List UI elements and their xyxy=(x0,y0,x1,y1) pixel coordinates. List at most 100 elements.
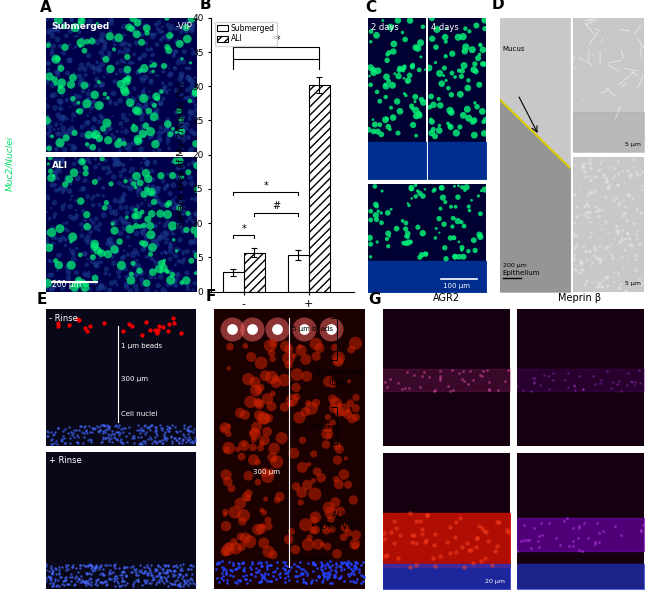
Point xyxy=(78,158,88,168)
Point xyxy=(458,367,469,376)
Point xyxy=(439,243,450,252)
Point xyxy=(64,320,74,330)
Point xyxy=(226,484,237,493)
Point xyxy=(608,253,618,263)
Point xyxy=(51,580,62,590)
Point xyxy=(51,256,61,265)
Point xyxy=(110,560,120,569)
Point xyxy=(474,521,484,531)
Point xyxy=(96,562,106,571)
Point xyxy=(104,48,114,58)
Point xyxy=(154,572,164,581)
Point xyxy=(130,566,140,575)
Point xyxy=(160,247,170,256)
Point xyxy=(92,132,102,142)
Point xyxy=(145,132,155,142)
Point xyxy=(81,260,92,270)
Point xyxy=(272,496,283,505)
Point xyxy=(105,270,115,280)
Point xyxy=(478,367,489,376)
Point xyxy=(275,568,285,578)
Point xyxy=(569,218,579,227)
Point xyxy=(328,418,338,428)
Point xyxy=(142,424,153,433)
Point xyxy=(122,571,132,580)
Point xyxy=(159,258,169,268)
Point xyxy=(623,190,634,200)
Point xyxy=(40,274,51,283)
Point xyxy=(155,27,165,36)
Point xyxy=(145,565,155,575)
Point xyxy=(89,131,99,140)
Point xyxy=(110,277,120,287)
Point xyxy=(176,328,187,338)
Point xyxy=(150,221,161,231)
Point xyxy=(173,172,183,181)
Point xyxy=(181,124,191,134)
Point xyxy=(326,324,337,334)
Point xyxy=(618,211,629,220)
Point xyxy=(529,377,539,387)
Point xyxy=(105,167,116,177)
Point xyxy=(426,129,437,138)
Point xyxy=(122,273,133,282)
Point xyxy=(128,581,138,590)
Point xyxy=(530,374,541,383)
Point xyxy=(389,39,399,49)
Point xyxy=(543,371,553,381)
Point xyxy=(456,542,467,552)
Point xyxy=(365,233,375,243)
Point xyxy=(45,124,55,134)
Point xyxy=(471,21,482,30)
Point xyxy=(151,106,162,115)
Point xyxy=(112,280,122,290)
Point xyxy=(559,516,569,526)
Point xyxy=(266,372,277,382)
Point xyxy=(292,576,302,585)
Point xyxy=(76,571,86,581)
Point xyxy=(112,155,122,165)
Point xyxy=(182,575,192,585)
Point xyxy=(185,111,195,121)
Point xyxy=(462,105,473,114)
Point xyxy=(183,281,193,290)
Point xyxy=(138,121,148,131)
Point xyxy=(178,162,188,172)
Point xyxy=(99,211,109,220)
Point xyxy=(41,228,51,237)
Point xyxy=(140,245,150,254)
Point xyxy=(65,27,75,36)
Point xyxy=(191,211,202,221)
Point xyxy=(632,231,642,240)
Point xyxy=(571,231,581,241)
Point xyxy=(296,564,306,574)
Point xyxy=(181,23,191,32)
Point xyxy=(42,278,53,288)
Point xyxy=(141,39,151,48)
Point xyxy=(172,246,182,256)
Point xyxy=(310,560,320,570)
Point xyxy=(73,277,84,287)
Point xyxy=(174,39,185,49)
Point xyxy=(240,575,251,584)
Point xyxy=(101,118,112,128)
Point xyxy=(133,574,144,583)
Point xyxy=(153,281,164,290)
Point xyxy=(155,209,166,218)
Point xyxy=(614,169,624,178)
Point xyxy=(401,239,411,248)
Point xyxy=(88,218,99,228)
Point xyxy=(217,568,228,578)
Point xyxy=(42,233,53,243)
Point xyxy=(99,250,109,259)
Text: Muc2/Nuclei: Muc2/Nuclei xyxy=(5,136,14,191)
Point xyxy=(46,173,57,183)
Point xyxy=(71,92,81,101)
Point xyxy=(239,441,249,450)
Point xyxy=(114,421,124,430)
Point xyxy=(127,123,137,133)
Point xyxy=(175,578,185,588)
Point xyxy=(435,373,445,383)
Point xyxy=(440,198,450,207)
Point xyxy=(162,229,172,239)
